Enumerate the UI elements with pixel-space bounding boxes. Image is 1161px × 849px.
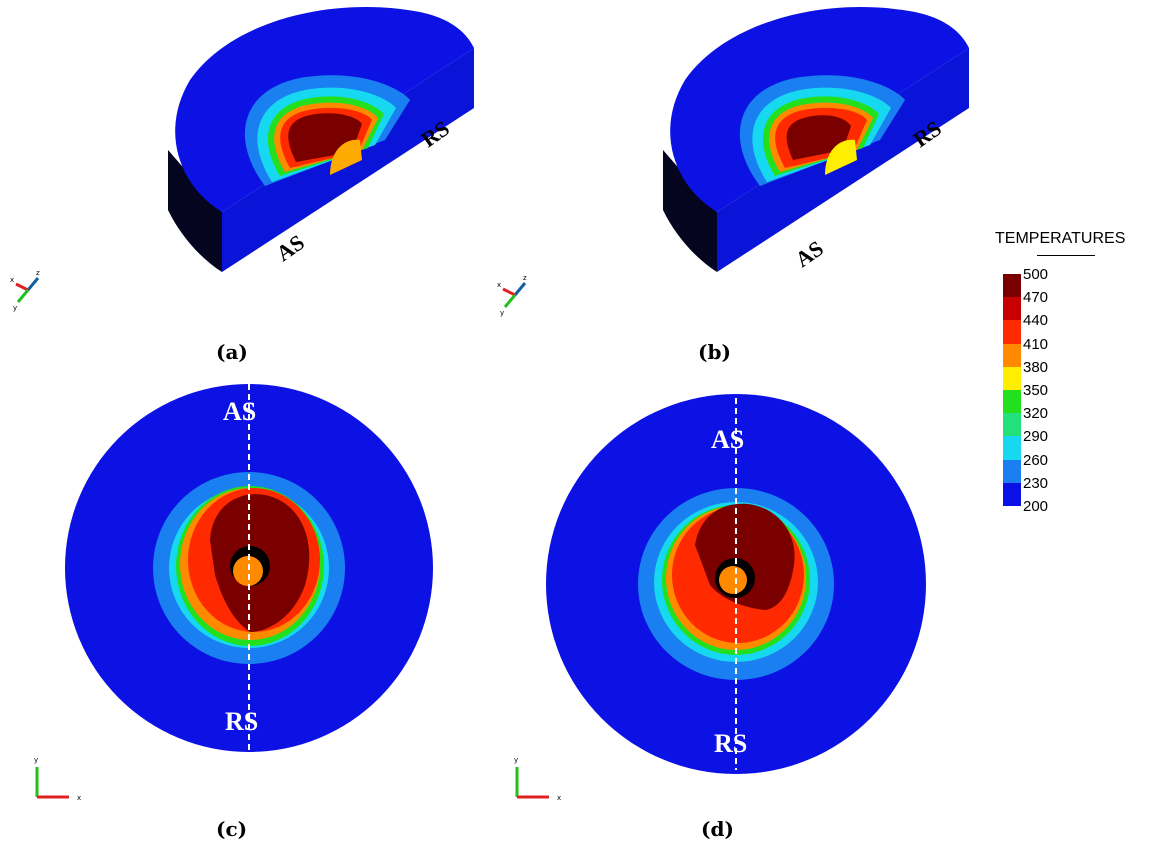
legend-tick-label: 200 xyxy=(1023,498,1049,515)
side-label-as-c: AS xyxy=(223,397,256,426)
side-label-rs-c: RS xyxy=(225,707,258,736)
legend-tick-label: 500 xyxy=(1023,266,1049,283)
panel-c-top-view: AS RS y x xyxy=(34,384,433,802)
legend-tick-label: 230 xyxy=(1023,474,1049,492)
side-label-as-d: AS xyxy=(711,425,744,454)
legend-tick-label: 350 xyxy=(1023,382,1049,399)
pin-hole xyxy=(825,139,857,175)
svg-text:z: z xyxy=(523,274,527,282)
legend-tick-label: 470 xyxy=(1023,289,1049,307)
legend-title-underline xyxy=(1037,255,1095,256)
svg-text:z: z xyxy=(36,269,40,277)
axis-triad-c: y x xyxy=(34,756,81,802)
svg-text:x: x xyxy=(557,794,561,802)
axis-triad-a: z x y xyxy=(10,269,40,312)
legend-swatch xyxy=(1003,320,1021,344)
svg-text:y: y xyxy=(514,756,518,764)
legend-swatch xyxy=(1003,343,1021,367)
svg-text:x: x xyxy=(10,276,14,284)
panel-d-top-view: AS RS y x xyxy=(514,394,926,802)
side-label-rs-d: RS xyxy=(714,729,747,758)
svg-text:y: y xyxy=(500,309,504,317)
pin-core xyxy=(719,566,747,594)
disc-side-wall xyxy=(168,150,222,272)
legend-tick-label: 320 xyxy=(1023,405,1049,423)
panel-label-c: (c) xyxy=(216,817,248,841)
axis-triad-d: y x xyxy=(514,756,561,802)
pin-core xyxy=(233,556,263,586)
svg-text:x: x xyxy=(497,281,501,289)
legend-swatch xyxy=(1003,413,1021,437)
legend-color-bar xyxy=(1003,274,1021,506)
svg-text:x: x xyxy=(77,794,81,802)
panel-a-3d-view: RS AS z x y xyxy=(10,6,474,312)
temperature-legend: TEMPERATURES 500 470 440 410 380 350 320 290 260… xyxy=(995,230,1155,530)
panel-label-d: (d) xyxy=(701,817,734,841)
legend-tick-label: 380 xyxy=(1023,358,1049,376)
legend-swatch xyxy=(1003,390,1021,414)
legend-tick-label: 260 xyxy=(1023,451,1049,469)
legend-tick-label: 410 xyxy=(1023,335,1049,353)
legend-title: TEMPERATURES xyxy=(995,230,1126,247)
legend-swatch xyxy=(1003,274,1021,298)
svg-text:y: y xyxy=(13,304,17,312)
legend-tick-label: 440 xyxy=(1023,312,1049,330)
disc-side-wall xyxy=(663,150,717,272)
pin-hole xyxy=(330,139,362,175)
svg-text:y: y xyxy=(34,756,38,764)
legend-swatch xyxy=(1003,366,1021,390)
legend-tick-label: 290 xyxy=(1023,428,1049,446)
legend-swatch xyxy=(1003,436,1021,460)
legend-swatch xyxy=(1003,459,1021,483)
panel-label-a: (a) xyxy=(216,340,248,364)
legend-swatch xyxy=(1003,482,1021,506)
side-label-as-b: AS xyxy=(791,235,828,272)
legend-swatch xyxy=(1003,297,1021,321)
panel-label-b: (b) xyxy=(698,340,731,364)
axis-triad-b: z x y xyxy=(497,274,527,317)
panel-b-3d-view: RS AS z x y xyxy=(497,6,969,317)
